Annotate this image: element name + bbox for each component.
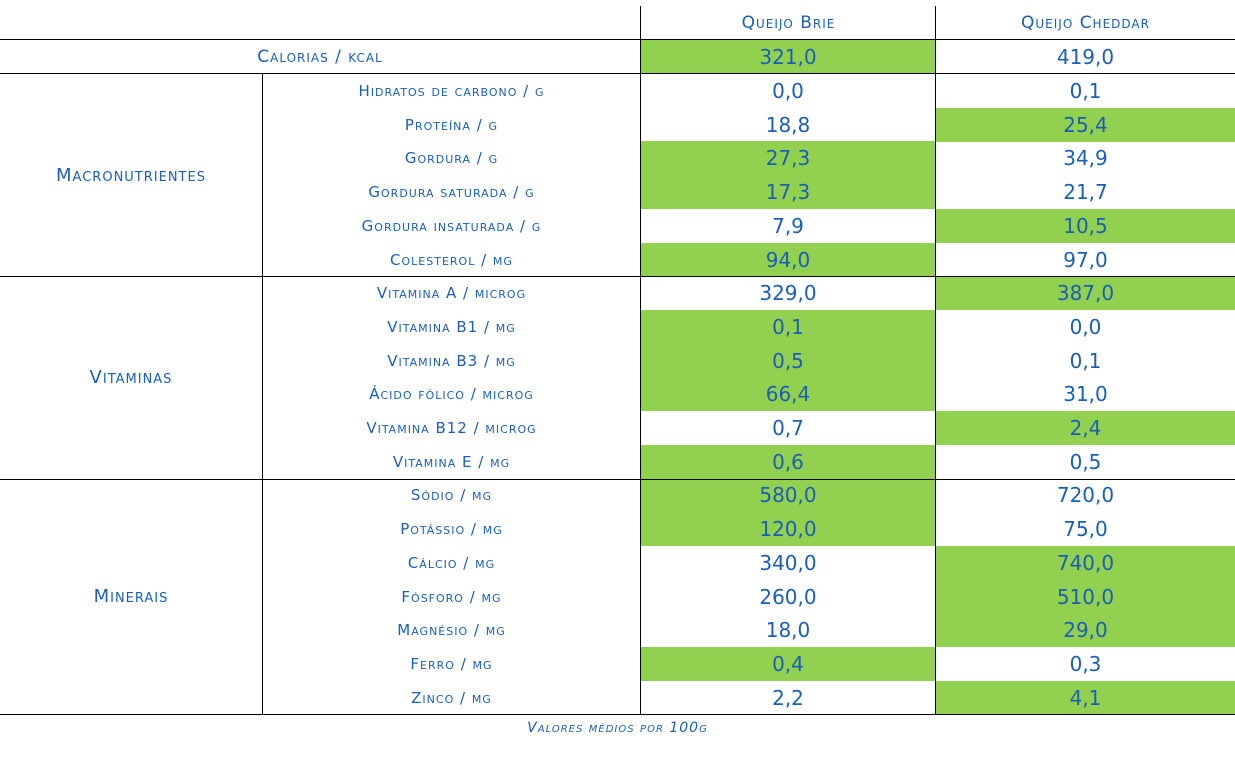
group-label: Minerais — [93, 585, 169, 607]
cheddar-value: 4,1 — [936, 681, 1235, 715]
cheddar-value: 29,0 — [936, 613, 1235, 647]
brie-value: 0,0 — [772, 79, 804, 103]
row-label: Zinco / mg — [411, 688, 492, 707]
calories-brie-value: 321,0 — [641, 40, 935, 74]
cheddar-value: 0,1 — [1069, 349, 1102, 373]
brie-value: 17,3 — [641, 175, 935, 209]
row-label: Fósforo / mg — [401, 587, 502, 606]
column-header-cheddar: Queijo Cheddar — [1021, 12, 1150, 33]
cheddar-value: 387,0 — [936, 276, 1235, 310]
row-label: Vitamina B3 / mg — [387, 351, 516, 370]
divider — [0, 479, 1235, 480]
divider — [0, 73, 1235, 74]
cheddar-value: 97,0 — [1063, 248, 1108, 272]
brie-value: 7,9 — [772, 214, 804, 238]
brie-value: 94,0 — [641, 243, 935, 277]
row-label: Gordura saturada / g — [368, 182, 535, 201]
divider — [262, 73, 263, 714]
brie-value: 66,4 — [641, 377, 935, 411]
row-label: Colesterol / mg — [390, 250, 513, 269]
divider — [0, 39, 1235, 40]
brie-value: 18,0 — [765, 618, 811, 642]
cheddar-value: 25,4 — [936, 108, 1235, 142]
brie-value: 0,4 — [641, 647, 935, 681]
brie-value: 580,0 — [641, 478, 935, 512]
cheddar-value: 720,0 — [1056, 483, 1115, 507]
cheddar-value: 510,0 — [936, 580, 1235, 614]
brie-value: 340,0 — [759, 551, 817, 575]
row-label: Vitamina B12 / microg — [366, 418, 537, 437]
cheddar-value: 2,4 — [936, 411, 1235, 445]
row-label: Ferro / mg — [410, 654, 493, 673]
brie-value: 0,5 — [641, 344, 935, 378]
cheddar-value: 0,0 — [1069, 315, 1102, 339]
divider — [935, 6, 936, 714]
row-label: Vitamina A / microg — [376, 283, 527, 302]
cheddar-value: 31,0 — [1063, 382, 1108, 406]
row-label: Cálcio / mg — [407, 553, 496, 572]
row-label: Gordura insaturada / g — [361, 216, 542, 235]
brie-value: 0,7 — [772, 416, 804, 440]
cheddar-value: 34,9 — [1063, 146, 1108, 170]
footnote: Valores médios por 100g — [527, 720, 708, 736]
cheddar-value: 0,5 — [1069, 450, 1102, 474]
row-label: Gordura / g — [404, 148, 499, 167]
brie-value: 329,0 — [759, 281, 817, 305]
brie-value: 120,0 — [641, 512, 935, 546]
group-label: Macronutrientes — [56, 164, 206, 186]
brie-value: 0,1 — [641, 310, 935, 344]
cheddar-value: 0,1 — [1069, 79, 1102, 103]
calories-label: Calorias / kcal — [257, 46, 383, 67]
group-label: Vitaminas — [89, 366, 173, 388]
row-label: Magnésio / mg — [397, 620, 506, 639]
calories-cheddar-value: 419,0 — [1056, 45, 1115, 69]
divider — [0, 714, 1235, 715]
cheddar-value: 10,5 — [936, 209, 1235, 243]
cheddar-value: 0,3 — [1069, 652, 1102, 676]
cheddar-value: 740,0 — [936, 546, 1235, 580]
brie-value: 2,2 — [772, 686, 804, 710]
brie-value: 0,6 — [641, 445, 935, 479]
row-label: Potássio / mg — [400, 519, 503, 538]
divider — [640, 6, 641, 714]
cheddar-value: 21,7 — [1063, 180, 1108, 204]
row-label: Ácido fólico / microg — [369, 384, 534, 403]
row-label: Hidratos de carbono / g — [358, 81, 545, 100]
cheddar-value: 75,0 — [1063, 517, 1108, 541]
brie-value: 18,8 — [765, 113, 811, 137]
row-label: Sódio / mg — [410, 485, 493, 504]
row-label: Proteína / g — [404, 115, 499, 134]
brie-value: 260,0 — [759, 585, 817, 609]
row-label: Vitamina B1 / mg — [387, 317, 516, 336]
brie-value: 27,3 — [641, 141, 935, 175]
row-label: Vitamina E / mg — [392, 452, 511, 471]
divider — [0, 276, 1235, 277]
column-header-brie: Queijo Brie — [741, 12, 836, 33]
